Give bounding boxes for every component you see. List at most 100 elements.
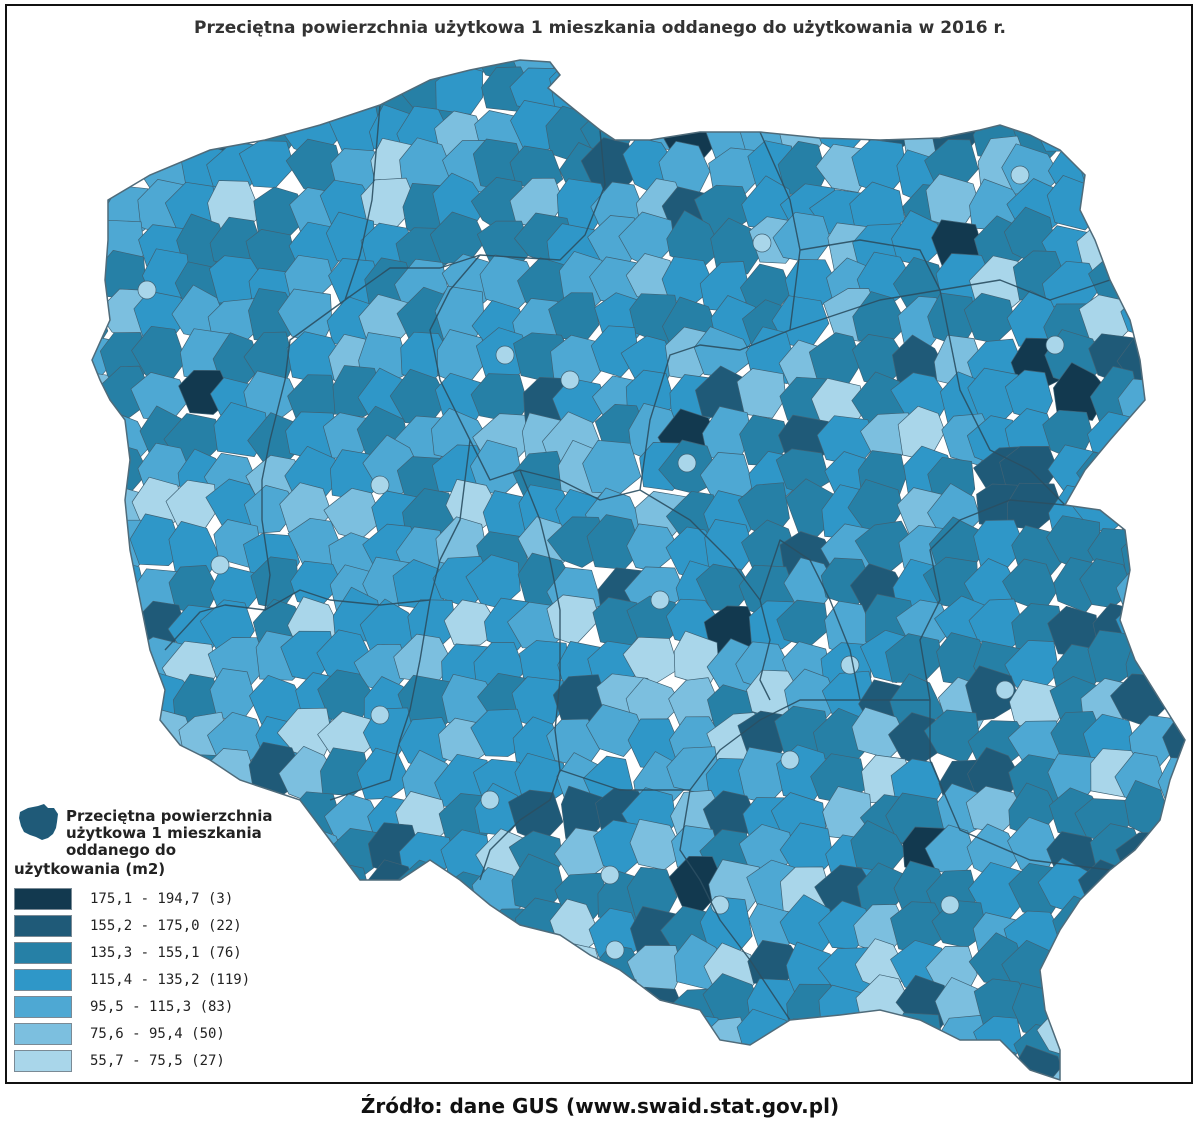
county-cell (1151, 828, 1185, 878)
city-enclave (1010, 165, 1030, 185)
legend-label: 115,4 - 135,2 (119) (90, 972, 251, 988)
county-cell (99, 111, 153, 166)
county-cell (92, 68, 115, 121)
county-cell (92, 136, 148, 192)
county-cell (132, 65, 189, 116)
legend-row: 115,4 - 135,2 (119) (14, 967, 314, 994)
county-cell (893, 73, 951, 124)
legend-swatch (14, 888, 72, 910)
county-cell (470, 708, 529, 757)
county-cell (661, 71, 714, 127)
county-cell (283, 71, 339, 125)
county-cell (1115, 945, 1170, 998)
legend-title-tail: użytkowania (m2) (14, 860, 166, 878)
legend-row: 135,3 - 155,1 (76) (14, 940, 314, 967)
county-cell (247, 65, 299, 119)
county-cell (93, 593, 142, 652)
county-cell (1090, 1022, 1142, 1075)
county-cell (1088, 109, 1142, 165)
county-cell (1126, 442, 1185, 498)
county-cell (1122, 215, 1173, 273)
county-cell (1166, 60, 1185, 81)
county-cell (92, 639, 118, 689)
legend-row: 95,5 - 115,3 (83) (14, 994, 314, 1021)
county-cell (1114, 181, 1170, 231)
county-cell (736, 368, 787, 419)
county-cell (363, 60, 419, 88)
county-cell (363, 977, 417, 1028)
county-cell (1078, 1060, 1135, 1080)
county-cell (589, 1013, 637, 1071)
county-cell (319, 933, 375, 986)
poland-map-icon (19, 804, 58, 840)
county-cell (1162, 291, 1185, 345)
county-cell (593, 1054, 646, 1080)
county-cell (1083, 974, 1142, 1027)
city-enclave (1045, 335, 1065, 355)
county-cell (1149, 380, 1185, 427)
city-enclave (370, 705, 390, 725)
county-cell (748, 60, 802, 75)
county-cell (935, 60, 989, 90)
county-cell (403, 975, 455, 1029)
county-cell (1166, 866, 1185, 916)
legend-title: Przeciętna powierzchnia użytkowa 1 miesz… (66, 807, 273, 859)
county-cell (548, 941, 603, 989)
county-cell (1128, 74, 1179, 128)
county-cell (211, 64, 262, 116)
county-cell (1158, 258, 1185, 310)
city-enclave (650, 590, 670, 610)
legend-label: 95,5 - 115,3 (83) (90, 999, 234, 1015)
legend-row: 175,1 - 194,7 (3) (14, 886, 314, 913)
county-cell (546, 594, 601, 646)
city-enclave (370, 475, 390, 495)
county-cell (1116, 865, 1177, 921)
choropleth-map (91, 59, 1186, 1081)
county-cell (435, 1014, 496, 1072)
county-cell (1085, 180, 1146, 237)
county-cell (479, 934, 534, 988)
county-cell (786, 60, 836, 78)
county-cell (405, 934, 462, 988)
county-cell (852, 1011, 910, 1069)
legend-swatch (14, 996, 72, 1018)
county-cell (320, 60, 379, 88)
county-cell (590, 971, 644, 1026)
county-cell (92, 252, 109, 309)
county-cell (314, 862, 370, 922)
county-cell (92, 450, 113, 506)
legend-row: 75,6 - 95,4 (50) (14, 1021, 314, 1048)
county-cell (1161, 599, 1185, 652)
county-cell (1124, 60, 1174, 80)
county-cell (1166, 145, 1185, 198)
county-cell (1078, 147, 1135, 198)
county-cell (92, 522, 114, 580)
county-cell (92, 708, 110, 760)
county-cell (433, 976, 487, 1034)
county-cell (824, 1014, 877, 1068)
county-cell (553, 1048, 603, 1080)
county-cell (776, 74, 834, 126)
county-cell (95, 704, 149, 758)
legend-label: 55,7 - 75,5 (27) (90, 1053, 225, 1069)
county-cell (853, 60, 909, 86)
city-enclave (137, 280, 157, 300)
county-cell (167, 60, 226, 81)
county-cell (1158, 218, 1185, 272)
legend-row: 155,2 - 175,0 (22) (14, 913, 314, 940)
county-cell (1046, 60, 1102, 86)
county-cell (630, 986, 686, 1032)
county-cell (708, 1060, 757, 1080)
county-cell (105, 69, 155, 120)
county-cell (92, 749, 105, 806)
county-cell (354, 1055, 410, 1080)
county-cell (972, 72, 1024, 127)
county-cell (1086, 944, 1140, 997)
county-cell (1121, 1054, 1178, 1080)
county-cell (1158, 330, 1185, 388)
county-cell (711, 60, 768, 74)
county-cell (1160, 637, 1185, 686)
county-cell (511, 1007, 566, 1063)
county-cell (965, 60, 1018, 77)
county-cell (359, 938, 408, 990)
